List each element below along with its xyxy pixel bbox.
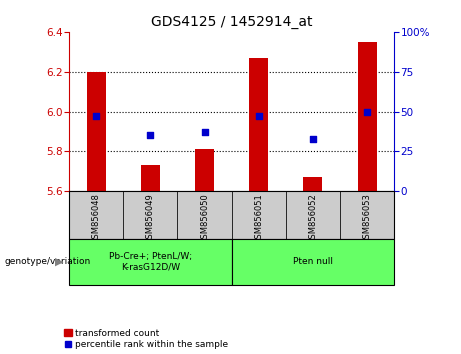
Bar (231, 239, 394, 285)
Bar (340, 191, 394, 239)
Point (147, 133, 154, 138)
Bar (87, 72, 106, 191)
Title: GDS4125 / 1452914_at: GDS4125 / 1452914_at (151, 16, 313, 29)
Text: Pb-Cre+; PtenL/W;
K-rasG12D/W: Pb-Cre+; PtenL/W; K-rasG12D/W (109, 252, 192, 272)
Bar (177, 191, 231, 239)
Bar (249, 58, 268, 191)
Bar (303, 177, 322, 191)
Text: GSM856049: GSM856049 (146, 194, 155, 244)
Bar (358, 42, 377, 191)
Text: GSM856051: GSM856051 (254, 194, 263, 244)
Bar (69, 239, 231, 285)
Bar (69, 191, 123, 239)
Point (201, 130, 208, 135)
Text: GSM856048: GSM856048 (92, 194, 101, 244)
Text: ▶: ▶ (55, 257, 64, 267)
Legend: transformed count, percentile rank within the sample: transformed count, percentile rank withi… (65, 329, 228, 349)
Bar (195, 149, 214, 191)
Text: Pten null: Pten null (293, 257, 333, 267)
Text: GSM856053: GSM856053 (362, 194, 372, 244)
Bar (286, 191, 340, 239)
Point (363, 109, 371, 114)
Bar (231, 191, 286, 239)
Bar (123, 191, 177, 239)
Text: GSM856050: GSM856050 (200, 194, 209, 244)
Bar (141, 165, 160, 191)
Text: genotype/variation: genotype/variation (5, 257, 91, 267)
Point (309, 136, 317, 142)
Point (93, 114, 100, 119)
Point (255, 114, 262, 119)
Text: GSM856052: GSM856052 (308, 194, 318, 244)
